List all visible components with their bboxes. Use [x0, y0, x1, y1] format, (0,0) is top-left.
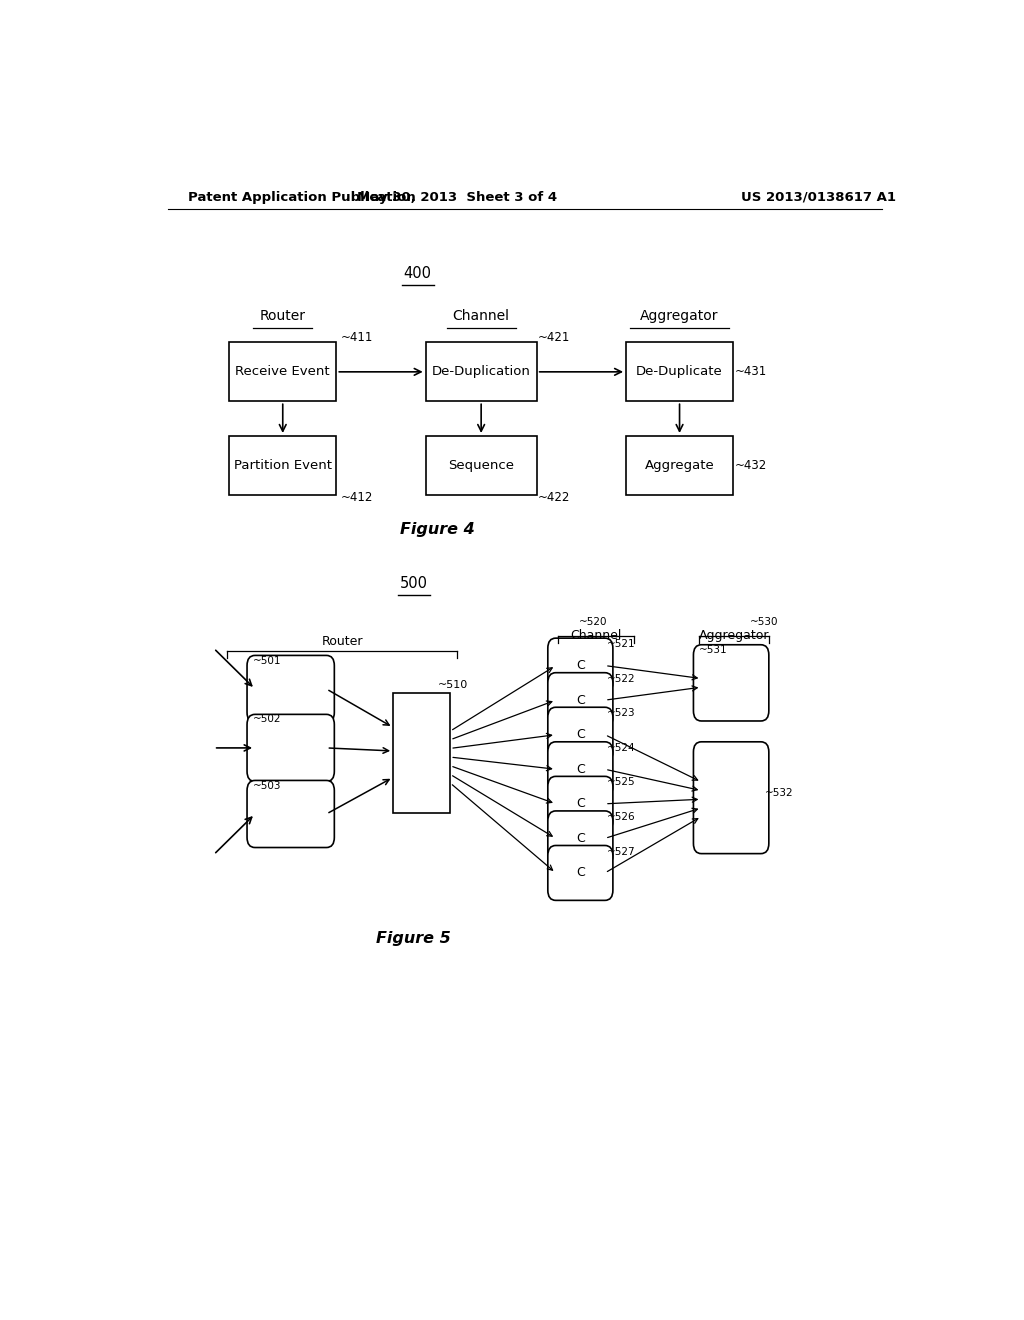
FancyBboxPatch shape: [426, 342, 537, 401]
Text: Sequence: Sequence: [449, 459, 514, 471]
Text: ~522: ~522: [606, 673, 635, 684]
FancyBboxPatch shape: [548, 846, 613, 900]
Text: ~411: ~411: [341, 331, 373, 343]
FancyBboxPatch shape: [393, 693, 451, 813]
Text: ~525: ~525: [606, 777, 635, 788]
Text: C: C: [575, 659, 585, 672]
Text: ~521: ~521: [606, 639, 635, 649]
Text: C: C: [575, 729, 585, 742]
FancyBboxPatch shape: [693, 742, 769, 854]
Text: ~530: ~530: [751, 616, 778, 627]
Text: Partition Event: Partition Event: [233, 459, 332, 471]
FancyBboxPatch shape: [548, 638, 613, 693]
Text: US 2013/0138617 A1: US 2013/0138617 A1: [741, 190, 896, 203]
FancyBboxPatch shape: [693, 644, 769, 721]
Text: C: C: [575, 797, 585, 810]
Text: ~523: ~523: [606, 709, 635, 718]
FancyBboxPatch shape: [548, 673, 613, 727]
Text: Aggregator: Aggregator: [640, 309, 719, 323]
Text: ~432: ~432: [734, 459, 767, 471]
Text: 500: 500: [399, 576, 428, 591]
Text: Router: Router: [322, 635, 364, 648]
Text: De-Duplicate: De-Duplicate: [636, 366, 723, 379]
Text: ~421: ~421: [538, 331, 570, 343]
Text: C: C: [575, 693, 585, 706]
Text: ~520: ~520: [579, 616, 607, 627]
FancyBboxPatch shape: [247, 656, 334, 722]
Text: ~422: ~422: [538, 491, 570, 504]
Text: Aggregator: Aggregator: [699, 628, 770, 642]
Text: Receive Event: Receive Event: [236, 366, 330, 379]
Text: ~503: ~503: [253, 780, 282, 791]
Text: May 30, 2013  Sheet 3 of 4: May 30, 2013 Sheet 3 of 4: [357, 190, 557, 203]
FancyBboxPatch shape: [247, 780, 334, 847]
Text: ~527: ~527: [606, 846, 635, 857]
Text: C: C: [575, 832, 585, 845]
FancyBboxPatch shape: [548, 742, 613, 797]
FancyBboxPatch shape: [626, 436, 733, 495]
FancyBboxPatch shape: [247, 714, 334, 781]
Text: Patent Application Publication: Patent Application Publication: [187, 190, 416, 203]
Text: ~526: ~526: [606, 812, 635, 822]
Text: ~531: ~531: [699, 645, 728, 655]
FancyBboxPatch shape: [548, 708, 613, 762]
Text: 400: 400: [403, 265, 432, 281]
FancyBboxPatch shape: [229, 342, 336, 401]
FancyBboxPatch shape: [548, 776, 613, 832]
Text: De-Duplication: De-Duplication: [432, 366, 530, 379]
Text: ~412: ~412: [341, 491, 373, 504]
Text: ~502: ~502: [253, 714, 282, 725]
FancyBboxPatch shape: [426, 436, 537, 495]
Text: Figure 5: Figure 5: [377, 932, 451, 946]
Text: ~510: ~510: [438, 680, 469, 690]
Text: ~524: ~524: [606, 743, 635, 752]
Text: Router: Router: [260, 309, 306, 323]
FancyBboxPatch shape: [548, 810, 613, 866]
Text: C: C: [575, 763, 585, 776]
FancyBboxPatch shape: [229, 436, 336, 495]
Text: Channel: Channel: [453, 309, 510, 323]
Text: Channel: Channel: [570, 628, 622, 642]
Text: C: C: [575, 866, 585, 879]
Text: ~431: ~431: [734, 366, 767, 379]
Text: Figure 4: Figure 4: [400, 521, 475, 537]
Text: ~532: ~532: [765, 788, 794, 797]
FancyBboxPatch shape: [626, 342, 733, 401]
Text: Aggregate: Aggregate: [645, 459, 715, 471]
Text: ~501: ~501: [253, 656, 282, 665]
